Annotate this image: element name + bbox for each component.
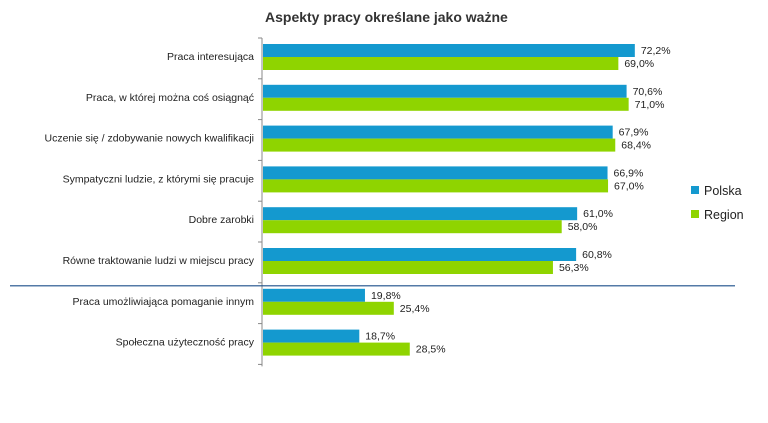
category-label: Praca, w której można coś osiągnąć (86, 92, 254, 104)
category-label: Dobre zarobki (189, 214, 254, 226)
bar-region (263, 220, 562, 234)
category-label: Sympatyczni ludzie, z którymi się pracuj… (63, 173, 255, 185)
category-label: Uczenie się / zdobywanie nowych kwalifik… (44, 133, 254, 145)
data-label-polska: 66,9% (614, 167, 644, 179)
data-label-polska: 67,9% (619, 127, 649, 139)
bar-region (263, 138, 616, 152)
bar-polska (263, 44, 635, 57)
bar-polska (263, 84, 627, 98)
data-label-polska: 19,8% (371, 290, 401, 302)
category-label: Praca interesująca (167, 51, 254, 63)
chart-title: Aspekty pracy określane jako ważne (265, 9, 508, 25)
data-label-region: 56,3% (559, 262, 589, 274)
category-label: Praca umożliwiająca pomaganie innym (72, 296, 254, 308)
data-label-polska: 70,6% (633, 86, 663, 98)
data-label-region: 28,5% (416, 344, 446, 356)
bar-region (263, 261, 553, 274)
bar-polska (263, 248, 577, 261)
data-label-region: 58,0% (568, 221, 598, 233)
bar-polska (263, 207, 578, 221)
category-label: Równe traktowanie ludzi w miejscu pracy (63, 255, 255, 267)
legend-swatch-polska (691, 186, 699, 194)
legend-swatch-region (691, 210, 699, 218)
bar-region (263, 57, 619, 70)
bar-region (263, 301, 394, 315)
data-label-region: 68,4% (621, 140, 651, 152)
category-label: Społeczna użyteczność pracy (116, 337, 255, 349)
legend: Polska Region (691, 184, 744, 222)
data-label-region: 69,0% (624, 58, 654, 70)
data-label-polska: 61,0% (583, 208, 613, 220)
data-label-polska: 60,8% (582, 249, 612, 261)
data-label-region: 67,0% (614, 180, 644, 192)
legend-label-polska: Polska (704, 184, 742, 198)
data-label-region: 71,0% (635, 99, 665, 111)
data-label-polska: 18,7% (365, 331, 395, 343)
bar-region (263, 97, 629, 111)
data-label-polska: 72,2% (641, 45, 671, 57)
bar-polska (263, 288, 365, 302)
data-label-region: 25,4% (400, 303, 430, 315)
bar-polska (263, 125, 613, 139)
plot-area: Praca interesująca 72,2%69,0% Praca, w któ… (10, 37, 735, 367)
bar-region (263, 342, 410, 356)
bar-polska (263, 166, 608, 180)
bar-region (263, 179, 609, 193)
legend-label-region: Region (704, 208, 744, 222)
bar-polska (263, 329, 360, 343)
